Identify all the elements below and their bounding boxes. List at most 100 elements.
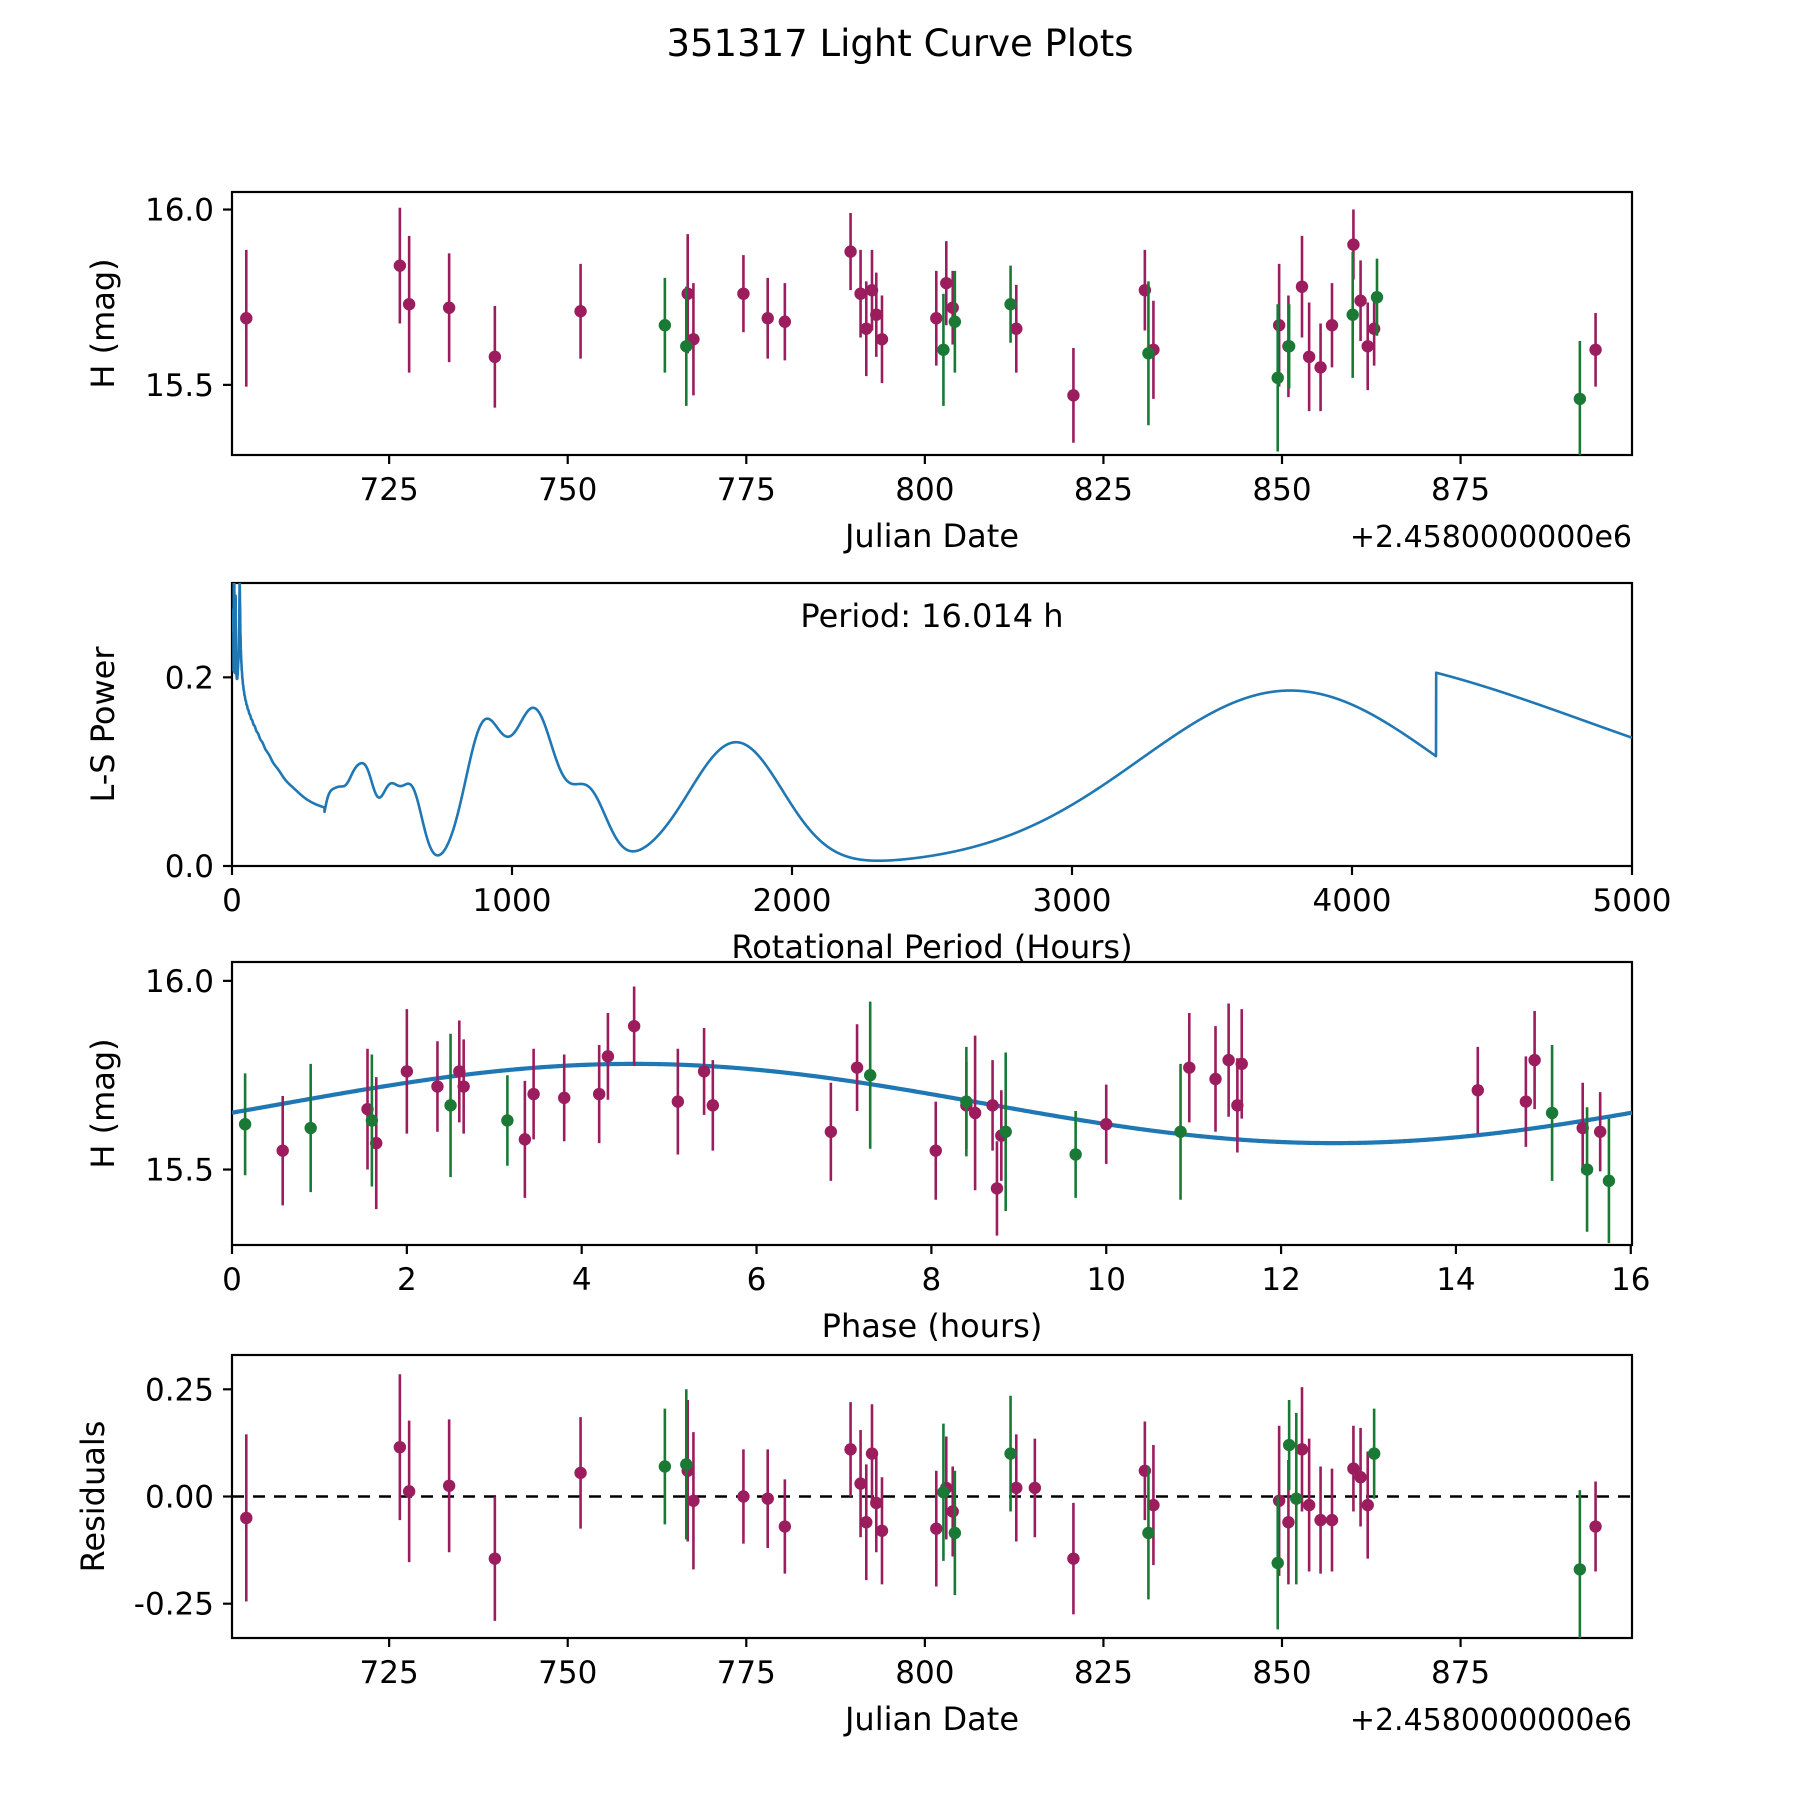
data-point xyxy=(844,245,857,258)
phase-folded-xtick-label: 14 xyxy=(1436,1262,1475,1298)
data-point xyxy=(1282,340,1296,353)
data-point xyxy=(1290,1492,1303,1505)
data-point xyxy=(946,1505,959,1518)
data-point xyxy=(1067,389,1080,402)
data-point xyxy=(1573,1563,1587,1576)
light-curve-ytick-label: 16.0 xyxy=(145,193,214,229)
data-point xyxy=(365,1114,379,1127)
phase-folded-xlabel: Phase (hours) xyxy=(822,1307,1043,1345)
phase-model-curve xyxy=(232,1061,1632,1146)
residuals-x-offset-label: +2.4580000000e6 xyxy=(1350,1703,1632,1738)
data-point xyxy=(488,1552,502,1565)
data-point xyxy=(1370,291,1384,304)
data-point xyxy=(238,1118,252,1131)
light-curve-xtick-label: 725 xyxy=(360,472,419,508)
data-point xyxy=(393,1440,407,1454)
panel-periodogram: 0 1000 2000 3000 4000 5000 0.0 0.2 Period: 16.01… xyxy=(84,581,1672,966)
residuals-series-series_b xyxy=(658,1389,1587,1638)
light-curve-xtick-label: 850 xyxy=(1252,472,1311,508)
data-point xyxy=(968,1106,982,1120)
panel-light-curve: 725 750 775 800 825 850 875 15.5 16.0 Julian Date… xyxy=(84,190,1634,555)
panel-phase-folded: 0 2 4 6 8 10 12 14 16 15.5 16.0 Phase (hours) H (mag… xyxy=(84,960,1651,1345)
data-point xyxy=(1361,340,1374,353)
data-point xyxy=(1302,1498,1316,1512)
data-point xyxy=(948,315,962,328)
data-point xyxy=(937,343,950,356)
data-point xyxy=(850,1061,864,1074)
phase-folded-xtick-label: 2 xyxy=(397,1262,417,1298)
data-point xyxy=(761,1492,774,1505)
data-point xyxy=(999,1125,1012,1139)
phase-folded-ytick-label: 16.0 xyxy=(145,964,214,1000)
data-point xyxy=(1302,350,1316,364)
data-point xyxy=(1067,1552,1080,1565)
data-point xyxy=(627,1019,641,1033)
data-point xyxy=(1010,322,1023,335)
data-point xyxy=(1100,1118,1113,1131)
residuals-xtick-label: 875 xyxy=(1431,1655,1490,1691)
data-point xyxy=(501,1114,514,1127)
light-curve-xtick-label: 775 xyxy=(717,472,776,508)
phase-folded-ylabel: H (mag) xyxy=(84,1038,122,1168)
data-point xyxy=(1361,1498,1374,1512)
light-curve-xtick-label: 875 xyxy=(1431,472,1490,508)
data-point xyxy=(304,1121,317,1135)
data-point xyxy=(860,322,873,335)
residuals-xtick-label: 800 xyxy=(895,1655,954,1691)
data-point xyxy=(1142,347,1155,360)
residuals-xlabel: Julian Date xyxy=(843,1700,1019,1738)
data-point xyxy=(1347,238,1360,251)
data-point xyxy=(824,1125,838,1139)
phase-folded-data xyxy=(232,986,1632,1244)
data-point xyxy=(875,333,889,346)
phase-folded-xtick-label: 16 xyxy=(1611,1262,1650,1298)
periodogram-data xyxy=(232,583,1632,863)
data-point xyxy=(402,298,416,311)
data-point xyxy=(870,308,883,321)
data-point xyxy=(1142,1526,1155,1540)
data-point xyxy=(1183,1061,1196,1074)
data-point xyxy=(558,1091,571,1105)
data-point xyxy=(1589,343,1602,356)
data-point xyxy=(680,1458,693,1471)
periodogram-xtick-label: 5000 xyxy=(1593,883,1672,919)
panel-residuals: 725 750 775 800 825 850 875 -0.25 0.00 0.25 Julian… xyxy=(74,1353,1634,1738)
periodogram-frame xyxy=(230,581,1634,868)
data-point xyxy=(1272,319,1286,332)
phase-folded-ytick-label: 15.5 xyxy=(145,1153,214,1189)
light-curve-xtick-label: 800 xyxy=(895,472,954,508)
residuals-xtick-label: 850 xyxy=(1252,1655,1311,1691)
data-point xyxy=(393,259,407,272)
residuals-ylabel: Residuals xyxy=(74,1421,112,1573)
period-annotation: Period: 16.014 h xyxy=(800,597,1063,635)
light-curve-x-offset-label: +2.4580000000e6 xyxy=(1350,520,1632,555)
data-point xyxy=(1580,1163,1594,1176)
phase-folded-xtick-label: 0 xyxy=(222,1262,242,1298)
residuals-ytick-label: 0.00 xyxy=(145,1480,214,1516)
light-curve-xtick-label: 825 xyxy=(1074,472,1133,508)
light-curve-series-series_b xyxy=(658,251,1587,455)
data-point xyxy=(1235,1057,1248,1071)
data-point xyxy=(844,1443,857,1456)
data-point xyxy=(990,1182,1004,1195)
data-point xyxy=(457,1080,470,1093)
data-point xyxy=(863,1069,877,1082)
data-point xyxy=(1295,1443,1309,1456)
phase-folded-frame xyxy=(230,960,1634,1247)
phase-folded-series-series_a xyxy=(276,986,1607,1236)
data-point xyxy=(1354,1471,1367,1484)
data-point xyxy=(1271,371,1284,385)
residuals-xtick-label: 725 xyxy=(360,1655,419,1691)
data-point xyxy=(1589,1520,1602,1533)
data-point xyxy=(402,1485,416,1498)
data-point xyxy=(1325,1513,1339,1527)
data-point xyxy=(761,312,774,325)
data-point xyxy=(1282,1516,1295,1529)
periodogram-ylabel: L-S Power xyxy=(84,646,122,803)
periodogram-curve xyxy=(232,583,1632,863)
data-point xyxy=(671,1095,685,1108)
data-point xyxy=(960,1095,973,1108)
data-point xyxy=(948,1526,962,1540)
